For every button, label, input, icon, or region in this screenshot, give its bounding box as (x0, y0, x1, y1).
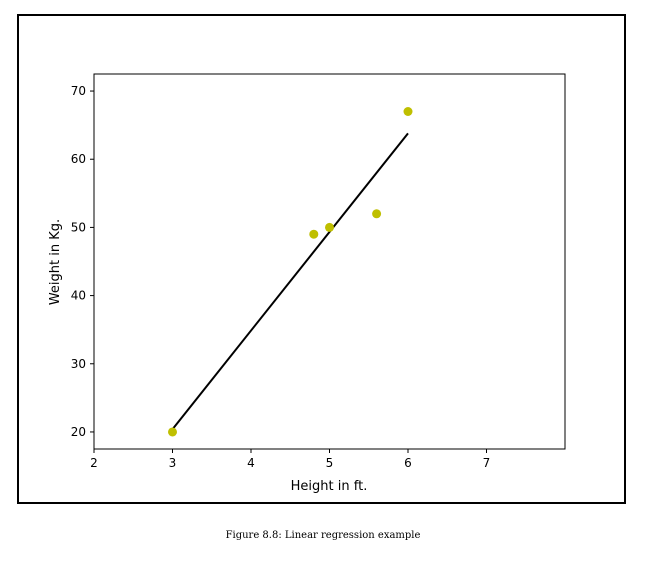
x-tick-label: 4 (247, 456, 255, 470)
y-tick-label: 70 (71, 84, 86, 98)
y-axis-label: Weight in Kg. (48, 219, 63, 305)
figure-caption: Figure 8.8: Linear regression example (225, 530, 421, 541)
x-axis-label: Height in ft. (291, 479, 368, 494)
data-point (309, 229, 319, 239)
x-tick-label: 7 (483, 456, 491, 470)
regression-line (171, 132, 409, 430)
data-point (372, 209, 382, 219)
x-tick-label: 3 (169, 456, 177, 470)
x-tick-label: 6 (404, 456, 412, 470)
data-point (403, 107, 413, 116)
data-point (168, 427, 177, 437)
figure-frame (17, 14, 626, 504)
y-tick-label: 20 (71, 425, 86, 439)
x-tick-label: 5 (326, 456, 334, 470)
y-tick-label: 30 (71, 357, 86, 371)
x-tick-label: 2 (90, 456, 98, 470)
y-tick-label: 50 (71, 220, 86, 234)
data-point (325, 222, 334, 232)
plot-area-border (93, 73, 566, 450)
y-tick-label: 60 (71, 152, 86, 166)
y-tick-label: 40 (71, 289, 86, 303)
